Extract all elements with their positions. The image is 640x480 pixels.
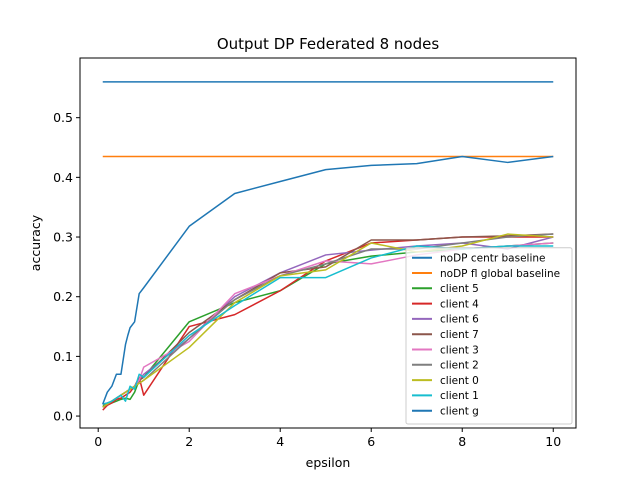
series-line-client-1 [102, 245, 554, 405]
legend-label: client g [440, 406, 479, 418]
legend: noDP centr baseline noDP fl global baseli… [405, 247, 573, 425]
x-tick-label: 2 [185, 434, 193, 449]
y-axis: 0.0 0.1 0.2 0.3 0.4 0.5 [53, 110, 80, 424]
x-tick-label: 4 [276, 434, 284, 449]
x-tick-label: 6 [367, 434, 375, 449]
series-line-client-g [102, 155, 554, 405]
legend-label: client 5 [440, 283, 479, 295]
x-axis: 0 2 4 6 8 10 [94, 428, 561, 449]
y-tick-label: 0.5 [53, 110, 73, 125]
y-tick-label: 0.4 [53, 170, 73, 185]
chart-title: Output DP Federated 8 nodes [217, 35, 440, 53]
y-tick-label: 0.3 [53, 230, 73, 245]
legend-frame [405, 247, 573, 425]
plot-lines [102, 81, 554, 411]
y-tick-label: 0.2 [53, 289, 73, 304]
x-tick-label: 10 [545, 434, 561, 449]
legend-label: client 4 [440, 298, 479, 310]
legend-label: client 6 [440, 314, 479, 326]
x-tick-label: 8 [458, 434, 466, 449]
legend-label: client 0 [440, 375, 479, 387]
x-tick-label: 0 [94, 434, 102, 449]
legend-label: noDP centr baseline [440, 253, 545, 265]
plot-frame [79, 57, 577, 429]
y-tick-label: 0.1 [53, 349, 73, 364]
legend-label: client 1 [440, 390, 479, 402]
legend-label: client 7 [440, 329, 479, 341]
y-axis-label: accuracy [28, 214, 43, 271]
legend-label: noDP fl global baseline [440, 268, 560, 280]
legend-label: client 3 [440, 344, 479, 356]
x-axis-label: epsilon [306, 455, 351, 470]
legend-label: client 2 [440, 360, 479, 372]
y-tick-label: 0.0 [53, 409, 73, 424]
